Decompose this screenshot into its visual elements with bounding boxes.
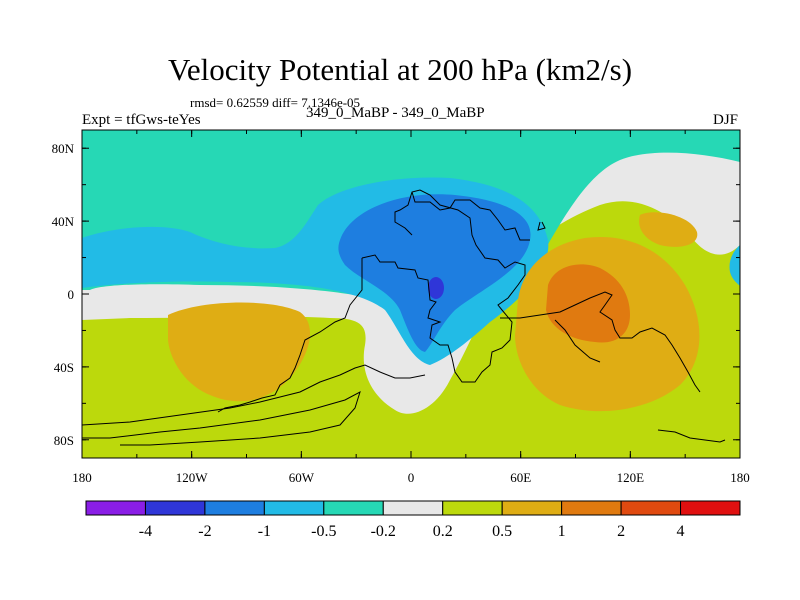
colorbar-label: 2 (617, 523, 625, 540)
region-sw-orange (168, 302, 311, 402)
coast-nz (657, 429, 726, 443)
colorbar-swatch (442, 500, 503, 516)
colorbar: -4 -2 -1 -0.5 -0.2 0.2 0.5 1 2 4 (85, 500, 741, 540)
colorbar-swatch (620, 500, 682, 516)
region-core-blue (338, 194, 531, 352)
season-label: DJF (712, 112, 738, 128)
region-minimum (428, 277, 444, 299)
chart-subtitle: rmsd= 0.62559 diff= 7.1346e-05 (190, 95, 361, 110)
coastlines (82, 189, 726, 446)
case-label: 349_0_MaBP - 349_0_MaBP (306, 105, 485, 121)
colorbar-swatch (323, 500, 384, 516)
region-ne-orange (639, 212, 698, 247)
colorbar-swatch (501, 500, 563, 516)
region-east-notch (729, 245, 740, 286)
coast-europe (411, 191, 530, 241)
colorbar-swatch (561, 500, 622, 516)
colorbar-label: -4 (139, 523, 152, 540)
x-tick-label: 120W (176, 470, 209, 485)
colorbar-swatch (680, 500, 741, 516)
x-tick-label: 60W (289, 470, 315, 485)
x-tick-label: 60E (510, 470, 531, 485)
y-axis: 80N 40N 0 40S 80S (52, 141, 740, 448)
y-tick-label: 80N (52, 141, 75, 156)
x-tick-label: 120E (617, 470, 645, 485)
colorbar-label: 0.2 (433, 523, 453, 540)
y-tick-label: 40S (54, 360, 74, 375)
chart-title: Velocity Potential at 200 hPa (km2/s) (167, 52, 633, 87)
coast-arabia (537, 221, 546, 231)
x-tick-label: 180 (730, 470, 750, 485)
coast-southamerica (217, 258, 363, 413)
y-tick-label: 40N (52, 214, 75, 229)
colorbar-swatch (144, 500, 206, 516)
colorbar-swatch (382, 500, 444, 516)
colorbar-swatch (263, 500, 325, 516)
contour-fill-layer (82, 130, 740, 458)
experiment-label: Expt = tfGws-teYes (82, 112, 201, 128)
x-tick-label: 0 (408, 470, 415, 485)
colorbar-label: 1 (558, 523, 566, 540)
coast-africa (361, 189, 526, 383)
colorbar-label: -2 (198, 523, 211, 540)
y-tick-label: 0 (68, 287, 75, 302)
colorbar-label: 0.5 (492, 523, 512, 540)
x-axis: 180 120W 60W 0 60E 120E 180 (72, 130, 750, 485)
y-tick-label: 80S (54, 433, 74, 448)
colorbar-swatch (204, 500, 265, 516)
colorbar-label: 4 (677, 523, 685, 540)
colorbar-swatch (85, 500, 146, 516)
coast-antarctic (82, 364, 426, 446)
colorbar-label: -1 (258, 523, 271, 540)
x-tick-label: 180 (72, 470, 92, 485)
colorbar-label: -0.2 (371, 523, 396, 540)
region-east-max (546, 264, 630, 343)
coast-asia (500, 291, 701, 393)
colorbar-label: -0.5 (311, 523, 336, 540)
